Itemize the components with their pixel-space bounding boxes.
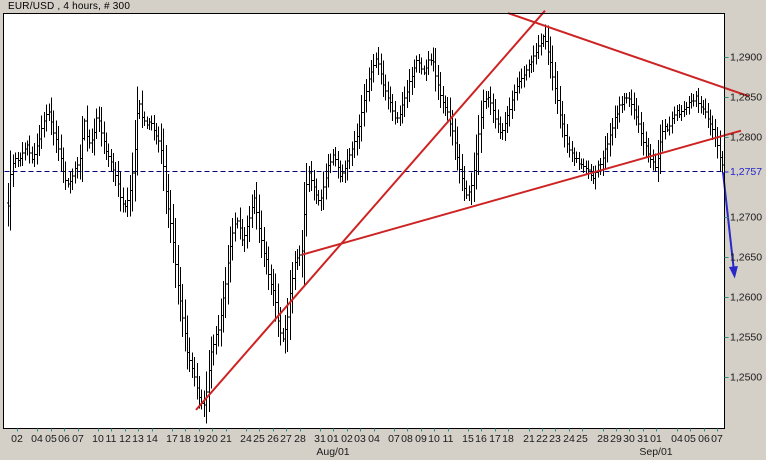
x-axis-day-label: 18 — [502, 433, 514, 445]
x-axis-month-label: Aug/01 — [316, 446, 349, 458]
x-axis-day-label: 10 — [428, 433, 440, 445]
x-axis-day-label: 09 — [415, 433, 427, 445]
plot-background — [3, 13, 725, 429]
x-axis-day-label: 05 — [45, 433, 57, 445]
x-axis-day-label: 17 — [489, 433, 501, 445]
x-axis-day-label: 17 — [166, 433, 178, 445]
x-axis-day-label: 21 — [523, 433, 535, 445]
x-axis-day-label: 29 — [610, 433, 622, 445]
x-axis-day-label: 28 — [597, 433, 609, 445]
x-axis-day-label: 04 — [31, 433, 43, 445]
x-axis-day-label: 23 — [549, 433, 561, 445]
x-axis-day-label: 11 — [106, 433, 117, 445]
x-axis-day-label: 03 — [354, 433, 366, 445]
x-axis-day-label: 31 — [314, 433, 326, 445]
trendline-shallow-ascending-support[interactable] — [301, 129, 742, 256]
x-axis-day-label: 28 — [294, 433, 306, 445]
x-axis-day-label: 15 — [462, 433, 474, 445]
x-axis-day-label: 30 — [623, 433, 635, 445]
x-axis-day-label: 04 — [368, 433, 380, 445]
x-axis-day-label: 19 — [193, 433, 205, 445]
x-axis-month-label: Sep/01 — [639, 446, 672, 458]
x-axis-day-label: 31 — [637, 433, 649, 445]
trendline-steep-ascending-support[interactable] — [195, 10, 546, 411]
x-axis-day-label: 25 — [253, 433, 265, 445]
x-axis-day-label: 27 — [280, 433, 292, 445]
y-axis-tick-label: 1,2700 — [730, 212, 762, 224]
x-axis-day-label: 04 — [671, 433, 683, 445]
x-axis-day-label: 20 — [206, 433, 218, 445]
plot-border — [3, 13, 725, 429]
x-axis-day-label: 21 — [220, 433, 232, 445]
chart-title: EUR/USD , 4 hours, # 300 — [8, 1, 131, 12]
y-axis-tick-label: 1,2900 — [730, 52, 762, 64]
x-axis-day-label: 07 — [388, 433, 400, 445]
x-axis-day-label: 10 — [92, 433, 104, 445]
x-axis-day-label: 18 — [179, 433, 191, 445]
x-axis-day-label: 13 — [132, 433, 144, 445]
y-axis-tick-label: 1,2600 — [730, 292, 762, 304]
x-axis-day-label: 16 — [475, 433, 487, 445]
x-axis-day-label: 24 — [563, 433, 575, 445]
x-axis-day-label: 24 — [240, 433, 252, 445]
ohlc-bars — [7, 24, 724, 424]
x-axis-day-label: 05 — [684, 433, 696, 445]
x-axis-day-label: 07 — [72, 433, 84, 445]
x-axis-day-label: 14 — [146, 433, 158, 445]
y-axis-tick-label: 1,2800 — [730, 132, 762, 144]
y-axis-tick-label: 1,2650 — [730, 252, 762, 264]
x-axis-day-label: 07 — [711, 433, 723, 445]
x-axis-day-label: 06 — [698, 433, 710, 445]
x-axis-day-label: 25 — [576, 433, 588, 445]
x-axis-day-label: 11 — [443, 433, 454, 445]
x-axis-day-label: 08 — [401, 433, 413, 445]
x-axis-day-label: 02 — [341, 433, 353, 445]
x-axis-day-label: 12 — [119, 433, 131, 445]
x-axis-day-label: 02 — [11, 433, 23, 445]
x-axis-day-label: 06 — [58, 433, 70, 445]
x-axis-day-label: 26 — [267, 433, 279, 445]
trendline-descending-resistance[interactable] — [507, 12, 750, 98]
x-axis-day-label: 01 — [327, 433, 339, 445]
x-axis-day-label: 22 — [536, 433, 548, 445]
current-price-label: 1,2757 — [730, 166, 762, 178]
y-axis-tick-label: 1,2550 — [730, 332, 762, 344]
x-axis-day-label: 01 — [650, 433, 662, 445]
y-axis-tick-label: 1,2850 — [730, 92, 762, 104]
projection-arrow-head — [728, 266, 738, 279]
y-axis-tick-label: 1,2500 — [730, 372, 762, 384]
